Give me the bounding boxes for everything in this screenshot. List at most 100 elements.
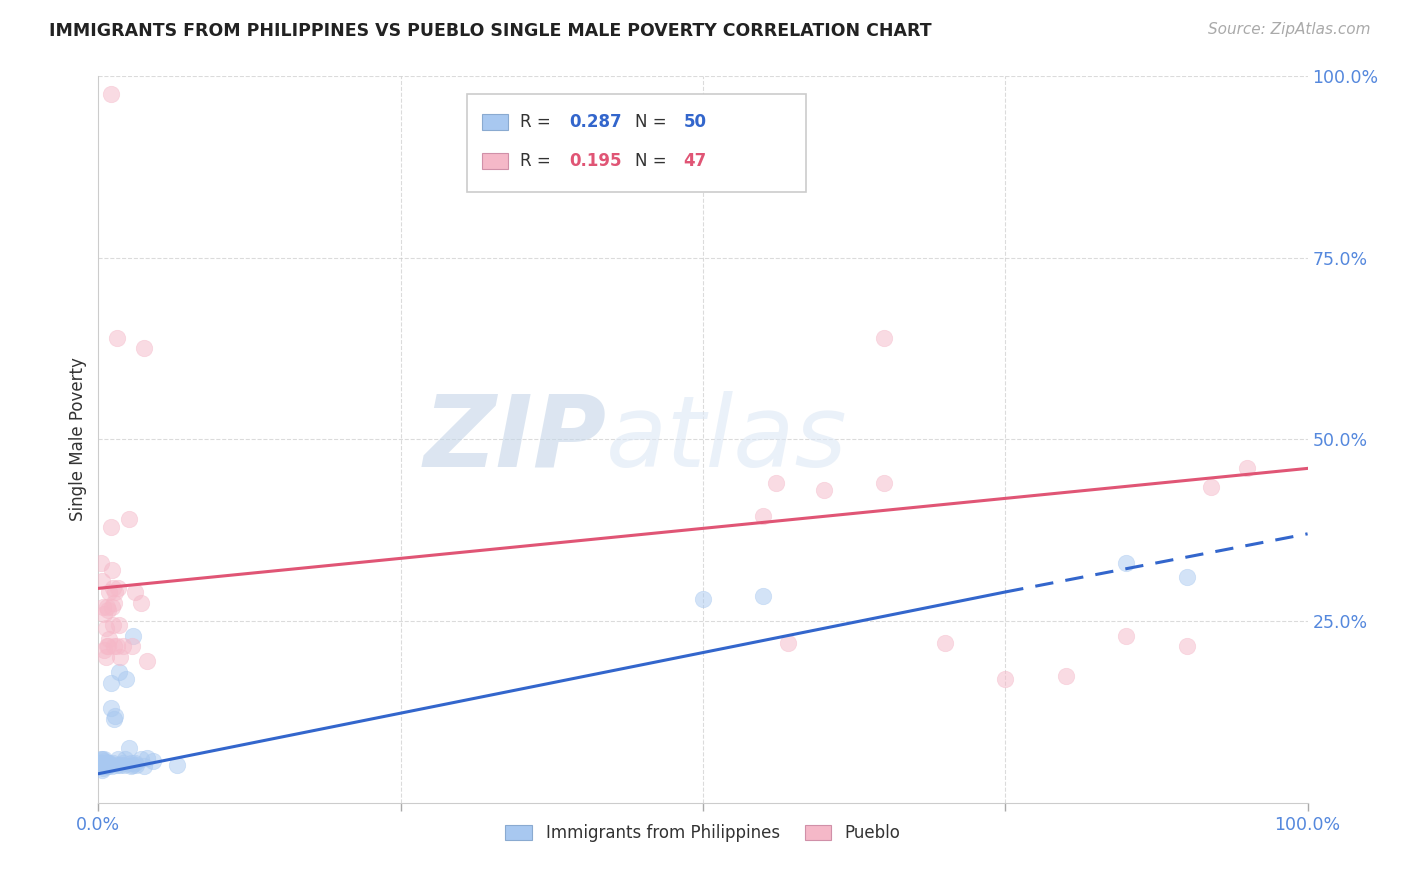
Point [93, 754, 115, 768]
Point [112, 758, 135, 772]
Text: N =: N = [636, 152, 672, 169]
Point [122, 629, 145, 643]
Point [91, 756, 114, 770]
Point [97, 640, 120, 654]
Text: 0.195: 0.195 [569, 152, 621, 169]
Point [96, 599, 118, 614]
Point [101, 582, 124, 596]
Point [91, 763, 114, 777]
Point [105, 758, 128, 772]
Point [98, 632, 121, 647]
Point [100, 676, 122, 690]
Point [94, 650, 117, 665]
Point [96, 756, 118, 770]
Point [776, 636, 799, 650]
Point [124, 756, 146, 770]
FancyBboxPatch shape [482, 113, 509, 129]
Point [93, 607, 115, 621]
Point [1236, 461, 1258, 475]
Point [90, 752, 112, 766]
Point [107, 582, 129, 596]
Point [1054, 668, 1077, 682]
Point [93, 643, 115, 657]
Point [100, 563, 122, 577]
Point [100, 87, 122, 101]
Y-axis label: Single Male Poverty: Single Male Poverty [69, 358, 87, 521]
Point [100, 599, 122, 614]
Point [121, 640, 143, 654]
Point [101, 756, 124, 770]
Point [166, 758, 188, 772]
Point [108, 758, 131, 772]
Legend: Immigrants from Philippines, Pueblo: Immigrants from Philippines, Pueblo [499, 818, 907, 849]
Point [111, 756, 134, 770]
Point [104, 708, 127, 723]
Point [108, 665, 131, 679]
Point [873, 330, 896, 344]
Point [97, 759, 120, 773]
Point [96, 758, 118, 772]
Point [120, 759, 142, 773]
Text: 50: 50 [683, 112, 707, 130]
Point [118, 741, 141, 756]
Point [90, 556, 112, 570]
Point [115, 672, 138, 686]
Point [97, 603, 120, 617]
Point [120, 756, 142, 770]
Point [125, 758, 148, 772]
Point [94, 759, 117, 773]
Point [96, 640, 118, 654]
Point [134, 342, 156, 356]
Point [96, 759, 118, 773]
Point [129, 596, 152, 610]
Point [89, 756, 111, 770]
Point [94, 756, 117, 770]
FancyBboxPatch shape [467, 94, 806, 192]
Point [873, 475, 896, 490]
Point [91, 599, 114, 614]
Text: 47: 47 [683, 152, 707, 169]
Point [93, 758, 115, 772]
FancyBboxPatch shape [482, 153, 509, 169]
Point [752, 589, 775, 603]
Point [105, 330, 128, 344]
Point [103, 640, 125, 654]
Text: N =: N = [636, 112, 672, 130]
Point [98, 585, 121, 599]
Point [91, 574, 114, 588]
Point [91, 752, 114, 766]
Point [142, 754, 165, 768]
Point [91, 756, 114, 770]
Point [994, 672, 1017, 686]
Point [134, 759, 156, 773]
Text: R =: R = [520, 112, 557, 130]
Point [111, 640, 134, 654]
Point [100, 519, 122, 533]
Text: IMMIGRANTS FROM PHILIPPINES VS PUEBLO SINGLE MALE POVERTY CORRELATION CHART: IMMIGRANTS FROM PHILIPPINES VS PUEBLO SI… [49, 22, 932, 40]
Point [104, 585, 127, 599]
Point [91, 759, 114, 773]
Point [765, 475, 787, 490]
Point [121, 758, 143, 772]
Point [1175, 640, 1198, 654]
Point [1115, 556, 1137, 570]
Point [1199, 479, 1222, 493]
Point [100, 759, 122, 773]
Point [98, 756, 121, 770]
Point [100, 701, 122, 715]
Text: Source: ZipAtlas.com: Source: ZipAtlas.com [1208, 22, 1371, 37]
Point [124, 585, 146, 599]
Point [1115, 629, 1137, 643]
Point [692, 592, 714, 607]
Point [105, 640, 128, 654]
Point [118, 512, 141, 526]
Point [135, 654, 157, 668]
Text: atlas: atlas [606, 391, 848, 488]
Point [107, 752, 129, 766]
Point [114, 752, 136, 766]
Point [813, 483, 835, 498]
Text: ZIP: ZIP [423, 391, 606, 488]
Point [101, 617, 124, 632]
Point [752, 508, 775, 523]
Text: R =: R = [520, 152, 557, 169]
